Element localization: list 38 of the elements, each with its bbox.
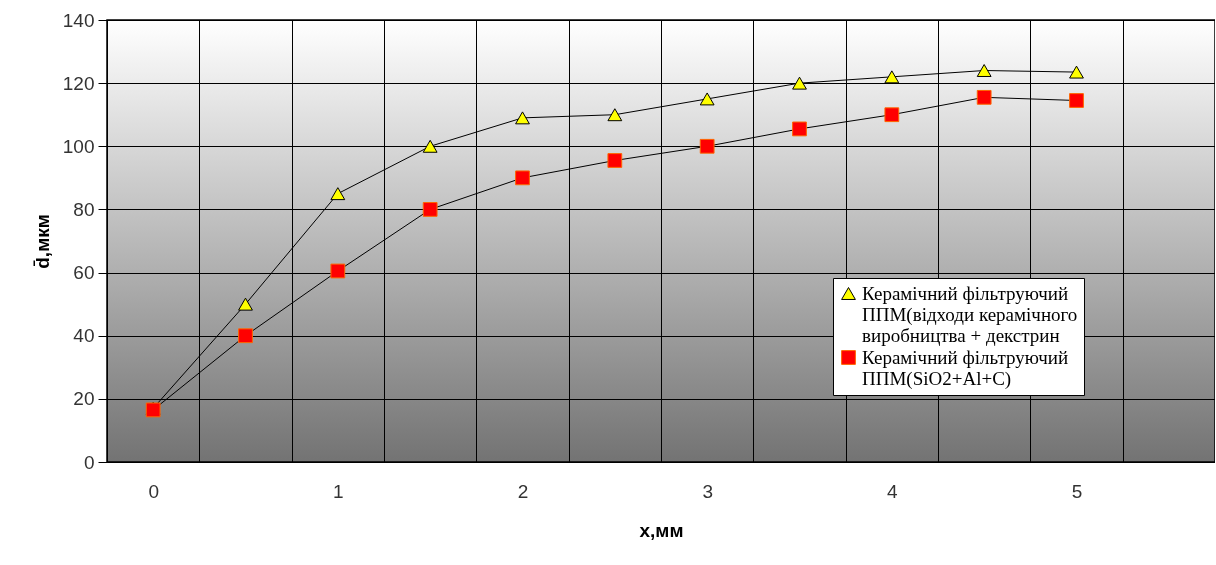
x-tick-label: 5 bbox=[1071, 480, 1083, 502]
point bbox=[238, 297, 253, 311]
legend-label: Керамічний фільтруючий ППМ(SiO2+Al+C) bbox=[862, 346, 1069, 390]
y-tick-label: 120 bbox=[62, 72, 95, 94]
point bbox=[884, 107, 900, 123]
y-tick-label: 60 bbox=[73, 262, 95, 284]
x-axis-title: x,мм bbox=[639, 519, 684, 541]
point bbox=[792, 121, 807, 137]
point bbox=[515, 111, 530, 125]
y-axis-title: d̄,мкм bbox=[31, 214, 53, 269]
point bbox=[1069, 93, 1084, 108]
point bbox=[422, 202, 438, 217]
x-tick-label: 0 bbox=[148, 480, 159, 502]
x-tick-label: 3 bbox=[702, 480, 713, 502]
x-tick-label: 4 bbox=[887, 480, 899, 502]
point bbox=[330, 187, 346, 201]
point bbox=[330, 263, 346, 279]
point bbox=[884, 70, 900, 84]
y-tick-label: 40 bbox=[73, 325, 95, 347]
y-tick-label: 100 bbox=[62, 135, 95, 157]
point bbox=[976, 64, 992, 77]
legend-label: Керамічний фільтруючий ППМ(відходи керамічного виробництва + декстрин bbox=[862, 282, 1078, 346]
y-tick-label: 20 bbox=[73, 388, 95, 410]
x-tick-label: 1 bbox=[333, 480, 344, 502]
point bbox=[515, 170, 530, 186]
point bbox=[422, 139, 438, 153]
x-tick-label: 2 bbox=[517, 480, 529, 502]
point bbox=[699, 92, 715, 106]
point bbox=[699, 138, 715, 154]
point bbox=[238, 328, 253, 344]
y-tick-label: 140 bbox=[62, 9, 95, 31]
point bbox=[976, 89, 992, 105]
point bbox=[1069, 65, 1084, 79]
y-tick-label: 80 bbox=[73, 198, 95, 220]
point bbox=[607, 153, 623, 168]
point bbox=[792, 76, 807, 90]
point bbox=[607, 108, 623, 122]
y-tick-label: 0 bbox=[83, 451, 95, 473]
